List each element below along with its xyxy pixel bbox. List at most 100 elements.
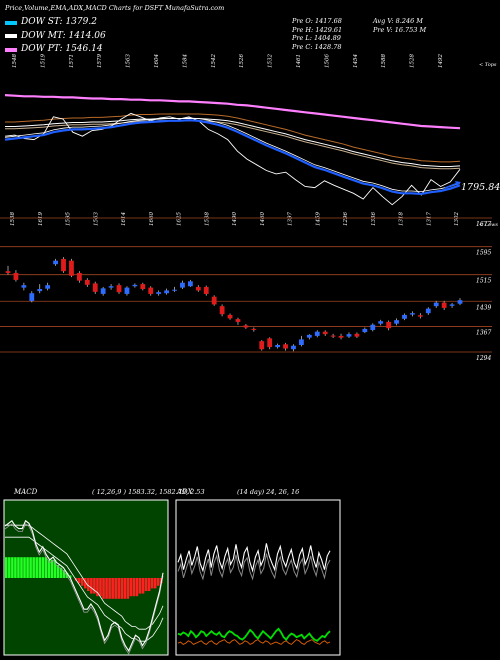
- candle-body: [124, 287, 130, 294]
- dow-legend: DOW ST: 1379.2 DOW MT: 1414.06 DOW PT: 1…: [5, 16, 106, 57]
- candle-body: [378, 321, 384, 324]
- top-tick-label: 1571: [69, 54, 75, 68]
- macd-histogram-bar: [77, 578, 81, 584]
- macd-histogram-bar: [144, 578, 148, 591]
- level-label: 1677: [476, 221, 491, 228]
- level-label: 1595: [476, 250, 491, 257]
- candle-body: [291, 345, 296, 350]
- macd-histogram-bar: [29, 557, 32, 578]
- candle-body: [187, 281, 193, 287]
- macd-histogram-bar: [41, 557, 45, 578]
- lows-axis-label: < Lows: [479, 222, 498, 228]
- candle-body: [5, 271, 11, 273]
- macd-histogram-bar: [62, 570, 66, 578]
- macd-histogram-bar: [8, 557, 11, 578]
- macd-histogram-bar: [26, 557, 29, 578]
- macd-histogram-bar: [20, 557, 23, 578]
- top-tick-label: 1548: [12, 54, 18, 68]
- candle-body: [116, 285, 122, 293]
- top-tick-label: 1563: [126, 54, 132, 68]
- macd-histogram-bar: [117, 578, 121, 599]
- top-tick-label: 1528: [410, 54, 416, 68]
- top-tick-label: 1579: [97, 54, 103, 68]
- level-label: 1439: [476, 304, 491, 311]
- bottom-tick-label: 1563: [93, 212, 99, 226]
- prev-stats: Pre O: 1417.68 Pre H: 1429.61 Pre L: 140…: [292, 17, 342, 51]
- legend-st-label: DOW ST: 1379.2: [21, 17, 97, 27]
- macd-histogram-bar: [141, 578, 145, 594]
- macd-title: MACD: [13, 488, 38, 496]
- candle-body: [21, 285, 27, 288]
- legend-mt: DOW MT: 1414.06: [5, 30, 106, 44]
- candle-body: [195, 286, 201, 291]
- minus-di-line: [177, 639, 331, 645]
- macd-histogram-bar: [114, 578, 117, 599]
- ema-band-orange-line: [5, 113, 461, 163]
- candle-body: [37, 289, 43, 292]
- candle-body: [441, 302, 447, 308]
- candlesticks: [5, 257, 463, 352]
- ema-mid-line: [5, 118, 461, 167]
- candle-body: [108, 286, 114, 288]
- close-price-line: [4, 112, 461, 206]
- macd-histogram-bar: [96, 578, 99, 597]
- macd-histogram-bar: [156, 578, 160, 586]
- level-label: 1515: [476, 278, 491, 285]
- ema-lines: [4, 94, 461, 206]
- candle-body: [275, 345, 281, 348]
- candle-body: [410, 313, 415, 315]
- macd-histogram-bar: [32, 557, 35, 578]
- candle-body: [13, 272, 19, 280]
- macd-histogram-bar: [17, 557, 20, 578]
- ema-short-band-line: [4, 117, 461, 193]
- candle-body: [172, 289, 177, 291]
- top-tick-label: 1454: [353, 54, 359, 68]
- macd-histogram-bar: [123, 578, 127, 599]
- candle-body: [164, 290, 169, 294]
- ema-short-line: [4, 119, 461, 196]
- bottom-tick-label: 1538: [10, 212, 16, 226]
- macd-histogram-bar: [120, 578, 124, 599]
- candle-body: [425, 308, 431, 314]
- macd-histogram-bar: [44, 557, 48, 578]
- bottom-tick-label: 1460: [260, 212, 266, 226]
- candle-body: [402, 314, 407, 319]
- top-tick-labels: 1548 1519 1571 1579 1563 1604 1584 1542 1526 1532…: [12, 54, 444, 68]
- adx-params: (14 day) 24, 26, 16: [237, 488, 299, 496]
- adx-ghost-line: [177, 553, 331, 581]
- stat-prev-volume: Pre V: 16.753 M: [373, 25, 427, 34]
- current-price-label: 1795.84: [461, 182, 500, 193]
- candle-body: [457, 300, 463, 304]
- candle-body: [235, 319, 241, 322]
- candle-body: [314, 331, 320, 336]
- stat-close: Pre C: 1428.78: [292, 42, 342, 51]
- candle-body: [100, 288, 106, 294]
- candle-body: [61, 258, 66, 272]
- candle-body: [148, 287, 154, 294]
- top-tick-label: 1588: [381, 54, 387, 68]
- macd-shadow-line: [4, 523, 164, 655]
- bottom-tick-label: 1296: [343, 212, 349, 226]
- candle-body: [394, 320, 399, 324]
- candle-body: [84, 279, 90, 285]
- candle-body: [76, 272, 82, 281]
- macd-histogram-bar: [108, 578, 111, 599]
- macd-histogram-bar: [150, 578, 154, 589]
- candle-body: [267, 338, 273, 348]
- legend-pt-swatch: [5, 47, 17, 52]
- bottom-tick-label: 1619: [38, 212, 44, 226]
- macd-histogram-bar: [90, 578, 93, 594]
- candle-body: [370, 324, 376, 330]
- stat-open: Pre O: 1417.68: [292, 17, 342, 25]
- macd-params: ( 12,26,9 ) 1583.32, 1582.79, 2.53: [92, 488, 205, 496]
- stat-high: Pre H: 1429.61: [292, 25, 343, 34]
- bottom-tick-label: 1614: [121, 212, 127, 226]
- macd-histogram-bar: [47, 559, 51, 578]
- candle-body: [156, 292, 162, 294]
- macd-histogram-bar: [105, 578, 108, 599]
- stat-avg-volume: Avg V: 8.246 M: [373, 17, 423, 25]
- macd-histogram-bar: [11, 557, 14, 578]
- ema-band-tan-line: [5, 120, 461, 170]
- candle-body: [449, 304, 455, 306]
